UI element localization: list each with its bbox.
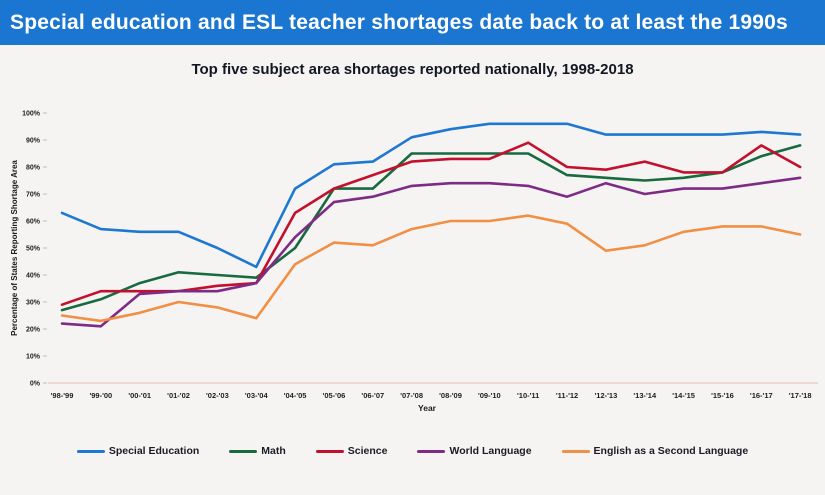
- y-tick-label: 10%: [26, 354, 41, 361]
- series-line-world-language: [60, 176, 802, 328]
- x-tick-label: '06-'07: [361, 391, 384, 400]
- legend-label: Special Education: [108, 445, 200, 457]
- x-tick-label: '12-'13: [595, 391, 618, 400]
- legend: Special Education Math Science World Langua…: [0, 445, 825, 457]
- chart-canvas: Percentage of States Reporting Shortage …: [10, 111, 818, 413]
- y-axis-label: Percentage of States Reporting Shortage …: [10, 160, 19, 336]
- x-tick-label: '09-'10: [478, 391, 501, 400]
- x-tick-label: '07-'08: [400, 391, 423, 400]
- x-tick-label: '15-'16: [711, 391, 734, 400]
- chart-title: Top five subject area shortages reported…: [191, 61, 634, 78]
- x-tick-label: '01-'02: [167, 391, 190, 400]
- legend-label: Math: [261, 445, 286, 457]
- x-tick-label: '14-'15: [672, 391, 695, 400]
- legend-item-science: Science: [315, 445, 388, 457]
- legend-swatch: [315, 449, 344, 453]
- legend-item-math: Math: [229, 445, 286, 457]
- header-bar: Special education and ESL teacher shorta…: [0, 0, 825, 45]
- x-tick-label: '05-'06: [323, 391, 346, 400]
- y-tick-label: 90%: [26, 138, 41, 145]
- y-tick-label: 40%: [26, 273, 41, 280]
- legend-item-special-education: Special Education: [76, 445, 200, 457]
- y-tick-label: 100%: [22, 111, 41, 118]
- legend-swatch: [229, 449, 258, 453]
- x-tick-label: '98-'99: [51, 391, 74, 400]
- legend-label: World Language: [449, 445, 532, 457]
- header-title: Special education and ESL teacher shorta…: [10, 10, 788, 34]
- y-tick-label: 30%: [26, 300, 41, 307]
- x-axis-label: Year: [418, 403, 437, 413]
- legend-swatch: [76, 449, 105, 453]
- series-line-math: [60, 144, 802, 312]
- x-tick-label: '03-'04: [245, 391, 269, 400]
- y-tick-label: 0%: [30, 381, 41, 388]
- x-tick-label: '08-'09: [439, 391, 462, 400]
- legend-swatch: [561, 449, 590, 453]
- legend-label: English as a Second Language: [593, 445, 749, 457]
- y-tick-label: 20%: [26, 327, 41, 334]
- x-tick-label: '00-'01: [128, 391, 151, 400]
- series-line-english-as-a-second-language: [60, 214, 802, 323]
- x-tick-label: '16-'17: [750, 391, 773, 400]
- legend-swatch: [417, 449, 446, 453]
- x-tick-label: '04-'05: [284, 391, 307, 400]
- y-tick-label: 60%: [26, 219, 41, 226]
- legend-item-world-language: World Language: [417, 445, 532, 457]
- y-tick-label: 70%: [26, 192, 41, 199]
- x-tick-label: '10-'11: [517, 391, 539, 400]
- y-tick-label: 50%: [26, 246, 41, 253]
- x-tick-label: '13-'14: [633, 391, 657, 400]
- x-tick-label: '17-'18: [789, 391, 812, 400]
- y-tick-label: 80%: [26, 165, 41, 172]
- x-tick-label: '11-'12: [556, 391, 578, 400]
- x-tick-label: '02-'03: [206, 391, 229, 400]
- legend-item-english-as-a-second-language: English as a Second Language: [561, 445, 749, 457]
- chart-area: Top five subject area shortages reported…: [0, 45, 825, 495]
- series-line-special-education: [60, 122, 802, 269]
- series-line-science: [60, 141, 802, 307]
- x-tick-label: '99-'00: [89, 391, 112, 400]
- legend-label: Science: [347, 445, 388, 457]
